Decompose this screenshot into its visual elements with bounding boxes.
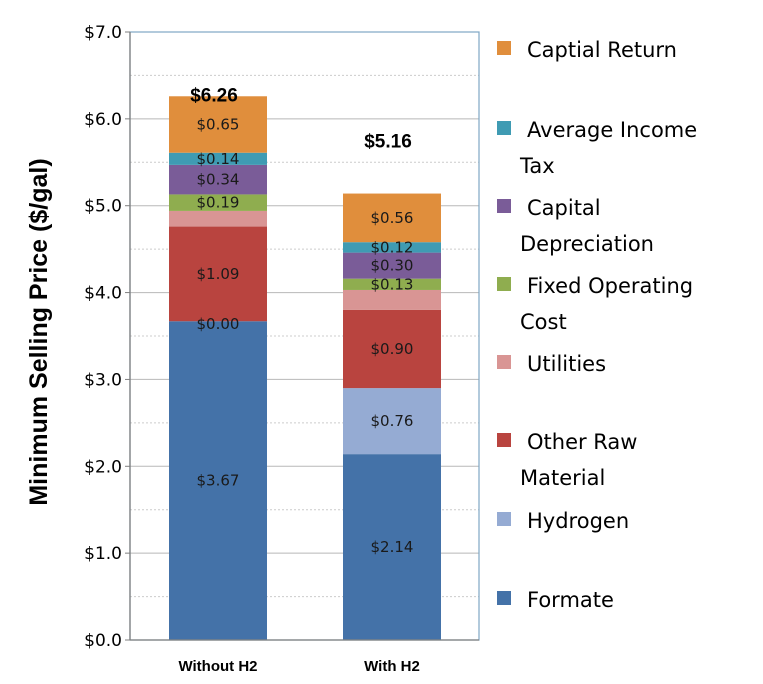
data-label-fixed-operating-cost-without-h2: $0.19 xyxy=(197,194,240,212)
data-label-capital-depreciation-with-h2: $0.30 xyxy=(371,257,414,275)
legend-label-capital-depreciation: Depreciation xyxy=(520,232,654,256)
y-axis-title: Minimum Selling Price ($/gal) xyxy=(25,158,53,505)
y-tick-label: $6.0 xyxy=(84,110,122,130)
legend-entry-fixed-operating-cost: Fixed Operating Cost xyxy=(497,274,693,334)
bar-segment-capital-depreciation-without-h2 xyxy=(169,164,267,195)
legend-swatch-hydrogen xyxy=(497,512,511,526)
legend-label-other-raw-material: Material xyxy=(520,466,605,490)
legend-swatch-utilities xyxy=(497,355,511,369)
data-label-average-income-tax-without-h2: $0.14 xyxy=(197,150,240,168)
total-label-without-h2: $6.26 xyxy=(190,85,238,106)
data-label-hydrogen-without-h2: $0.00 xyxy=(197,315,240,333)
legend-label-average-income-tax: Tax xyxy=(519,154,555,178)
bar-segment-fixed-operating-cost-without-h2 xyxy=(169,194,267,211)
legend-swatch-formate xyxy=(497,591,511,605)
bar-segment-captial-return-with-h2 xyxy=(343,193,441,243)
legend-swatch-capital-depreciation xyxy=(497,199,511,213)
bar-segment-hydrogen-with-h2 xyxy=(343,388,441,455)
legend-entry-utilities: Utilities xyxy=(497,352,606,376)
legend-swatch-captial-return xyxy=(497,41,511,55)
legend-label-fixed-operating-cost: Fixed Operating xyxy=(527,274,693,298)
bar-segment-captial-return-without-h2 xyxy=(169,96,267,153)
x-category-label-with-h2: With H2 xyxy=(364,658,420,675)
legend-swatch-other-raw-material xyxy=(497,433,511,447)
legend-label-formate: Formate xyxy=(527,588,614,612)
legend-label-capital-depreciation: Capital xyxy=(527,196,601,220)
bar-segment-formate-with-h2 xyxy=(343,454,441,640)
bar-segment-fixed-operating-cost-with-h2 xyxy=(343,278,441,290)
bar-segment-average-income-tax-with-h2 xyxy=(343,242,441,253)
y-tick-label: $5.0 xyxy=(84,197,122,217)
legend-label-fixed-operating-cost: Cost xyxy=(520,310,567,334)
legend-swatch-average-income-tax xyxy=(497,121,511,135)
bar-segment-utilities-without-h2 xyxy=(169,210,267,227)
legend-label-hydrogen: Hydrogen xyxy=(527,509,629,533)
legend-label-captial-return: Captial Return xyxy=(527,38,677,62)
legend-swatch-fixed-operating-cost xyxy=(497,277,511,291)
legend-entry-average-income-tax: Average Income Tax xyxy=(497,118,697,178)
y-tick-label: $3.0 xyxy=(84,370,122,390)
data-label-hydrogen-with-h2: $0.76 xyxy=(371,412,414,430)
data-label-fixed-operating-cost-with-h2: $0.13 xyxy=(371,275,414,293)
legend-entry-hydrogen: Hydrogen xyxy=(497,509,629,533)
data-label-capital-depreciation-without-h2: $0.34 xyxy=(197,171,240,189)
y-tick-label: $1.0 xyxy=(84,544,122,564)
data-label-formate-without-h2: $3.67 xyxy=(197,472,240,490)
legend-label-average-income-tax: Average Income xyxy=(527,118,697,142)
legend-entry-captial-return: Captial Return xyxy=(497,38,677,62)
y-tick-label: $7.0 xyxy=(84,23,122,43)
legend-label-utilities: Utilities xyxy=(527,352,606,376)
data-label-captial-return-without-h2: $0.65 xyxy=(197,116,240,134)
legend-label-other-raw-material: Other Raw xyxy=(527,430,637,454)
bar-segment-capital-depreciation-with-h2 xyxy=(343,252,441,279)
x-category-label-without-h2: Without H2 xyxy=(178,658,257,675)
legend-entry-other-raw-material: Other Raw Material xyxy=(497,430,637,490)
y-tick-label: $0.0 xyxy=(84,631,122,651)
data-label-other-raw-material-without-h2: $1.09 xyxy=(197,265,240,283)
bar-segment-average-income-tax-without-h2 xyxy=(169,152,267,165)
data-label-average-income-tax-with-h2: $0.12 xyxy=(371,238,414,256)
bar-segment-other-raw-material-with-h2 xyxy=(343,309,441,389)
bar-segment-formate-without-h2 xyxy=(169,321,267,640)
y-tick-label: $4.0 xyxy=(84,284,122,304)
total-label-with-h2: $5.16 xyxy=(364,132,412,153)
y-tick-label: $2.0 xyxy=(84,457,122,477)
data-label-captial-return-with-h2: $0.56 xyxy=(371,209,414,227)
data-label-other-raw-material-with-h2: $0.90 xyxy=(371,340,414,358)
legend-entry-formate: Formate xyxy=(497,588,614,612)
legend-entry-capital-depreciation: Capital Depreciation xyxy=(497,196,654,256)
bar-segment-utilities-with-h2 xyxy=(343,289,441,310)
bar-segment-other-raw-material-without-h2 xyxy=(169,226,267,322)
data-label-formate-with-h2: $2.14 xyxy=(371,538,414,556)
